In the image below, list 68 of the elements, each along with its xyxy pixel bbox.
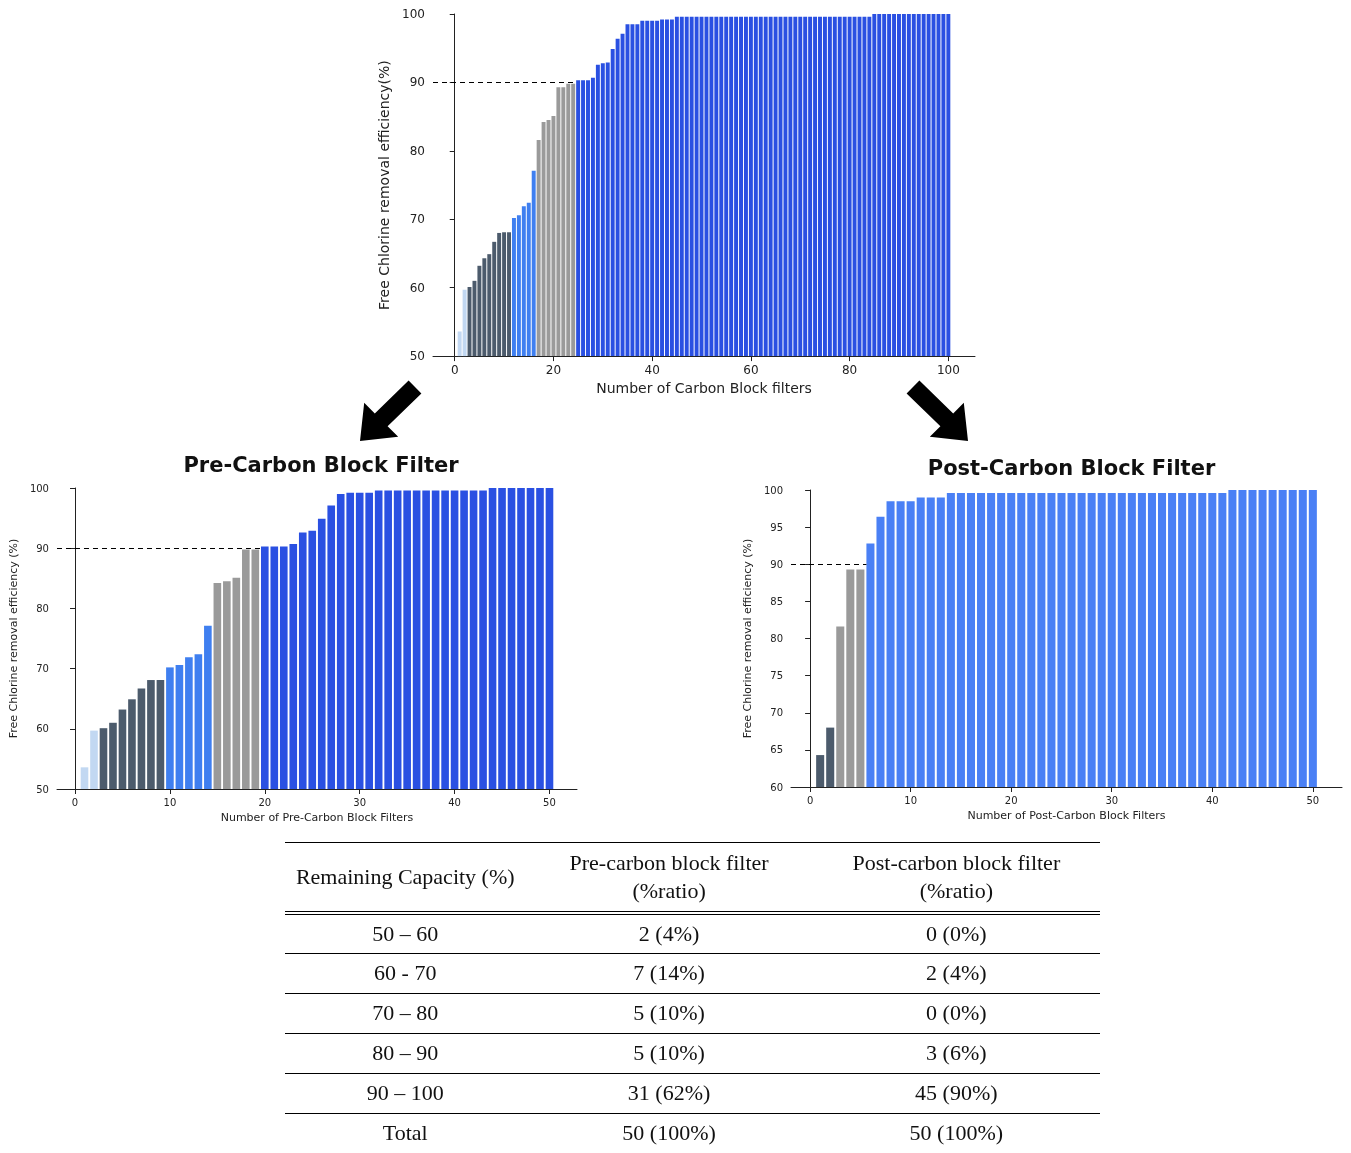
x-tick-label: 10	[163, 796, 177, 808]
y-axis-title: Free Chlorine removal efficiency (%)	[7, 538, 20, 739]
y-tick-label: 50	[36, 783, 49, 795]
y-tick-label: 60	[409, 280, 425, 295]
y-tick-label: 50	[409, 349, 425, 364]
text: 3 (6%)	[925, 1039, 988, 1067]
y-tick-label: 80	[770, 633, 783, 644]
x-tick-label: 10	[904, 794, 918, 806]
x-tick-label: 30	[1105, 794, 1119, 806]
y-tick-label: 90	[770, 558, 783, 570]
x-axis-title: Number of Carbon Block filters	[596, 380, 812, 396]
x-axis-title: Number of Post-Carbon Block Filters	[967, 808, 1166, 822]
y-tick-label: 90	[409, 75, 425, 90]
y-tick-label: 60	[770, 781, 783, 793]
text: 2 (4%)	[637, 919, 701, 948]
y-tick-label: 100	[402, 7, 425, 21]
text: 50 (100%)	[908, 1119, 1005, 1148]
text: 5 (10%)	[632, 1039, 706, 1067]
x-tick-label: 20	[258, 796, 272, 808]
category-label: Remaining Capacity (%)	[294, 863, 516, 891]
x-tick-label: 80	[841, 363, 858, 378]
y-tick-label: 60	[36, 723, 49, 735]
y-axis-title: Free Chlorine removal efficiency (%)	[741, 538, 755, 739]
text: 5 (10%)	[632, 999, 706, 1027]
x-tick-label: 60	[743, 363, 759, 378]
y-tick-label: 65	[770, 744, 783, 756]
y-tick-label: 75	[770, 670, 783, 682]
text: 80 – 90	[371, 1039, 440, 1067]
y-tick-label: 80	[409, 143, 425, 158]
x-tick-label: 0	[806, 794, 814, 806]
y-tick-label: 100	[763, 484, 783, 496]
text: 70 – 80	[371, 999, 440, 1027]
text: Total	[381, 1119, 429, 1148]
x-tick-label: 50	[543, 796, 556, 808]
text: 60 - 70	[373, 959, 438, 987]
text: 31 (62%)	[626, 1079, 712, 1107]
x-tick-label: 20	[545, 363, 562, 378]
chart-title: Post-Carbon Block Filter	[927, 455, 1216, 480]
category-label: Post-carbon block filter (%ratio)	[851, 849, 1062, 905]
y-tick-label: 90	[36, 542, 49, 554]
x-tick-label: 20	[1004, 794, 1018, 806]
text: 50 – 60	[371, 919, 440, 948]
x-tick-label: 0	[450, 363, 459, 378]
y-axis-title: Free Chlorine removal efficiency(%)	[376, 60, 393, 310]
category-label: Pre-carbon block filter (%ratio)	[568, 849, 770, 905]
text: 2 (4%)	[925, 959, 988, 987]
text: 0 (0%)	[925, 919, 988, 948]
y-tick-label: 95	[770, 521, 783, 533]
y-tick-label: 70	[770, 707, 783, 719]
x-tick-label: 0	[71, 796, 79, 808]
x-tick-label: 50	[1306, 794, 1320, 806]
x-tick-label: 100	[936, 363, 960, 378]
x-tick-label: 40	[448, 796, 461, 808]
text: 0 (0%)	[925, 999, 988, 1027]
y-tick-label: 100	[29, 482, 49, 494]
x-axis-title: Number of Pre-Carbon Block Filters	[220, 810, 414, 824]
text: 7 (14%)	[632, 959, 706, 987]
x-tick-label: 40	[1205, 794, 1219, 806]
y-tick-label: 85	[770, 595, 783, 607]
text: 50 (100%)	[621, 1119, 717, 1148]
text: 45 (90%)	[914, 1079, 999, 1107]
x-tick-label: 40	[644, 363, 660, 378]
y-tick-label: 70	[36, 663, 49, 675]
x-tick-label: 30	[353, 796, 367, 808]
text: 90 – 100	[365, 1079, 445, 1107]
y-tick-label: 80	[36, 602, 49, 614]
y-tick-label: 70	[409, 212, 425, 227]
chart-title: Pre-Carbon Block Filter	[183, 452, 460, 477]
